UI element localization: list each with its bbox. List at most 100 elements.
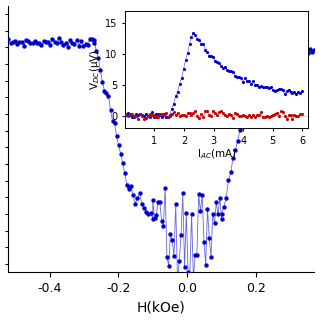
Point: [269, 50, 275, 55]
Point: [230, 156, 236, 161]
Point: [74, 37, 79, 43]
Point: [258, 46, 263, 51]
Point: [284, 47, 289, 52]
Point: [244, 94, 249, 99]
Point: [296, 46, 301, 51]
Point: [226, 178, 231, 183]
Point: [161, 223, 166, 228]
Point: [98, 68, 103, 73]
Point: [39, 43, 44, 48]
Point: [90, 36, 95, 41]
Point: [146, 211, 151, 216]
X-axis label: H(kOe): H(kOe): [137, 300, 186, 315]
Point: [224, 196, 229, 201]
Point: [150, 216, 155, 221]
Point: [85, 42, 90, 47]
Point: [198, 209, 203, 214]
Point: [186, 270, 191, 275]
Point: [41, 38, 46, 44]
Point: [6, 36, 11, 41]
Point: [17, 40, 22, 45]
Point: [118, 151, 123, 156]
Point: [150, 197, 155, 203]
Point: [182, 265, 187, 270]
Point: [102, 88, 107, 93]
Point: [43, 39, 48, 44]
Point: [208, 254, 213, 259]
Point: [179, 233, 184, 238]
Point: [61, 43, 66, 48]
Point: [100, 79, 105, 84]
Point: [280, 46, 285, 51]
Point: [278, 47, 283, 52]
Point: [156, 200, 161, 205]
Point: [173, 202, 178, 207]
Point: [233, 148, 238, 153]
Point: [30, 40, 35, 45]
Point: [288, 50, 293, 55]
Point: [189, 211, 194, 216]
Point: [139, 202, 144, 207]
Point: [78, 39, 84, 44]
Point: [28, 41, 33, 46]
Point: [172, 253, 177, 259]
Point: [92, 37, 97, 42]
Point: [63, 40, 68, 45]
Point: [207, 235, 212, 240]
Point: [237, 128, 243, 133]
Point: [148, 210, 153, 215]
Point: [154, 212, 159, 217]
Point: [131, 192, 136, 197]
Point: [194, 252, 199, 257]
Point: [255, 47, 260, 52]
Point: [15, 41, 20, 46]
Point: [312, 47, 317, 52]
Point: [57, 36, 62, 41]
Point: [128, 184, 133, 189]
Point: [212, 220, 217, 226]
Point: [274, 44, 279, 49]
Point: [157, 200, 163, 205]
Point: [112, 120, 117, 125]
Point: [221, 204, 227, 210]
Point: [135, 196, 140, 201]
Point: [294, 48, 299, 53]
Point: [122, 170, 127, 175]
Point: [170, 238, 175, 243]
Point: [54, 40, 60, 45]
Point: [187, 271, 192, 276]
Point: [23, 38, 28, 43]
Point: [48, 43, 53, 48]
Point: [201, 239, 206, 244]
Point: [290, 50, 295, 55]
Point: [124, 182, 129, 187]
Point: [263, 46, 268, 52]
Point: [87, 37, 92, 42]
Point: [52, 39, 57, 44]
Point: [104, 90, 109, 95]
Point: [253, 48, 259, 53]
Point: [215, 212, 220, 217]
Point: [163, 186, 168, 191]
Point: [96, 55, 101, 60]
Point: [65, 44, 70, 49]
Point: [205, 206, 210, 212]
Point: [214, 200, 219, 205]
Point: [200, 192, 205, 197]
Point: [45, 39, 51, 44]
Point: [268, 46, 273, 51]
Point: [286, 50, 291, 55]
Point: [266, 45, 271, 51]
Point: [310, 49, 315, 54]
Point: [126, 185, 131, 190]
Point: [94, 49, 99, 54]
Point: [282, 49, 287, 54]
Point: [219, 217, 224, 222]
Point: [108, 108, 113, 113]
Point: [21, 43, 26, 48]
Point: [191, 276, 196, 282]
Point: [110, 119, 115, 124]
Point: [168, 231, 173, 236]
Point: [300, 48, 305, 53]
Point: [10, 40, 15, 45]
